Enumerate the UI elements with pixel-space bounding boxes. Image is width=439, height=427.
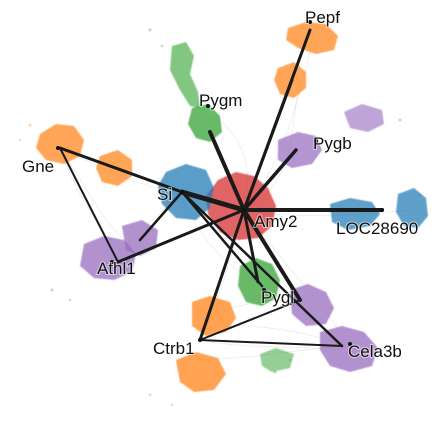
node-point-gne [56,146,60,150]
node-point-pygm [206,104,210,108]
node-points [56,20,384,346]
cluster-ctrb1-2 [176,352,226,392]
cluster-gne [36,124,84,164]
node-label-loc: LOC28690 [336,219,418,238]
node-label-pygl: Pygl [261,288,294,307]
node-label-pepf: Pepf [305,8,340,27]
cluster-pepf-2 [274,62,306,98]
node-point-athl1 [110,260,114,264]
cluster-pygm-tail [170,42,200,108]
node-point-cela3b [348,342,352,346]
node-label-pygb: Pygb [313,134,352,153]
node-point-ctrb1 [198,338,202,342]
node-label-amy2: Amy2 [254,212,297,231]
node-point-pygb [314,139,318,143]
cluster-loc [330,198,380,230]
node-label-si: Si [157,185,172,204]
node-label-athl1: Athl1 [97,259,136,278]
cluster-loc-2 [396,188,428,228]
node-point-amy2 [242,208,246,212]
node-label-pygm: Pygm [199,91,242,110]
cluster-pygb-2 [344,104,384,132]
node-point-si [180,190,184,194]
clusters [36,22,428,392]
cluster-cela3b [290,284,334,326]
node-label-ctrb1: Ctrb1 [153,339,195,358]
node-labels: Amy2 Si Pygm Pepf Pygb LOC28690 Gne Athl… [21,7,419,362]
cluster-pygl-2 [260,348,294,372]
cluster-pepf [286,22,338,54]
node-point-pygl [262,288,266,292]
cluster-ctrb1 [192,296,236,336]
node-point-pepf [308,20,312,24]
cluster-athl1 [80,236,136,280]
edges [58,28,384,348]
cluster-pygm [188,104,222,142]
node-label-cela3b: Cela3b [348,342,402,361]
node-point-loc [380,208,384,212]
node-label-gne: Gne [22,157,54,176]
